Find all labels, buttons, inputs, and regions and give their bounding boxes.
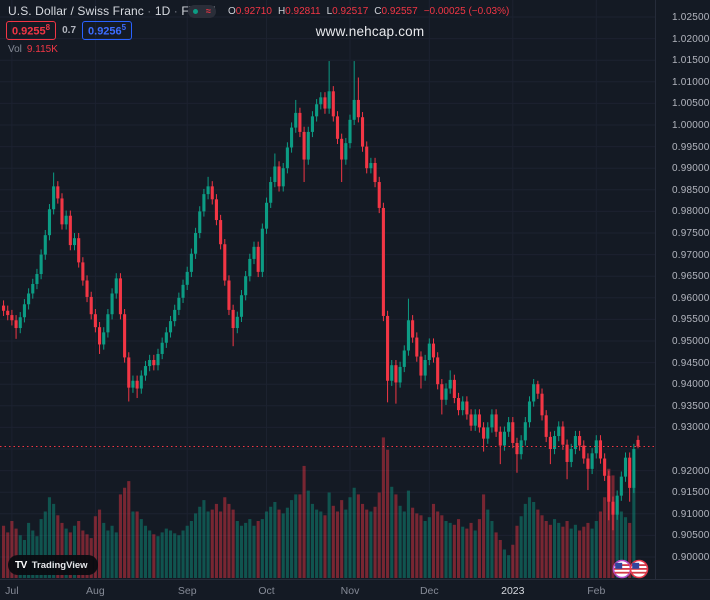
price-axis-label: 0.99000 [672, 163, 710, 175]
time-axis-label: 2023 [501, 585, 525, 597]
buy-ask-button[interactable]: 0.92565 [82, 21, 133, 40]
price-axis-label: 0.93000 [672, 422, 710, 434]
price-axis-label: 0.94500 [672, 357, 710, 369]
economic-event-flags[interactable] [611, 559, 657, 579]
price-axis-label: 1.01500 [672, 55, 710, 67]
spread-value: 0.7 [62, 24, 77, 36]
market-status-pill[interactable]: ≈ [188, 5, 216, 18]
price-axis-label: 0.97500 [672, 228, 710, 239]
price-axis-label: 1.00000 [672, 120, 710, 131]
tradingview-brand-label: TradingView [31, 559, 88, 571]
time-axis-label: Aug [86, 585, 105, 597]
change-value: −0.00025 (−0.03%) [423, 6, 510, 17]
candlestick-chart-canvas[interactable] [0, 0, 655, 578]
price-axis-label: 0.96000 [672, 292, 710, 304]
time-axis-label: Dec [419, 585, 439, 597]
candlestick-series [2, 61, 640, 531]
price-axis-label: 1.02500 [672, 12, 710, 23]
low-value: 0.92517 [332, 6, 369, 17]
time-axis-label: Feb [587, 585, 606, 597]
price-axis-label: 0.94000 [672, 379, 710, 391]
price-axis-label: 0.98500 [672, 184, 710, 196]
price-axis-label: 0.97000 [672, 249, 710, 261]
high-value: 0.92811 [285, 6, 321, 17]
volume-value: 9.115K [26, 44, 58, 55]
price-axis-label: 0.95500 [672, 314, 710, 326]
volume-readout: Vol 9.115K [8, 44, 58, 55]
price-axis-label: 0.90500 [672, 530, 710, 542]
time-axis-label: Oct [258, 585, 275, 597]
price-axis-label: 0.99500 [672, 141, 710, 153]
symbol-title[interactable]: U.S. Dollar / Swiss Franc · 1D · FXCM [8, 4, 216, 18]
delayed-data-icon: ≈ [206, 6, 211, 16]
volume-label: Vol [8, 44, 22, 55]
separator: · [147, 4, 155, 18]
time-axis-label: Nov [340, 585, 360, 597]
interval-label[interactable]: 1D [154, 4, 171, 18]
price-axis-label: 0.95000 [672, 336, 710, 347]
price-axis-label: 0.96500 [672, 271, 710, 283]
time-axis-label: Sep [177, 585, 197, 597]
market-open-dot-icon [193, 9, 198, 14]
close-value: 0.92557 [381, 6, 418, 17]
price-axis-label: 0.91500 [672, 487, 710, 499]
grid [0, 0, 655, 578]
us-flag-icon[interactable] [629, 559, 649, 579]
tradingview-mark-icon: TV [15, 559, 27, 571]
price-axis-label: 0.93500 [672, 400, 710, 412]
price-axis-label: 1.02000 [672, 33, 710, 45]
price-axis-label: 1.01000 [672, 76, 710, 88]
price-axis[interactable]: 1.02500 1.02000 1.01500 1.01000 1.00500 1.000… [655, 0, 710, 579]
ohlc-readout: O0.92710 H0.92811 L0.92517 C0.92557 −0.0… [228, 6, 510, 17]
site-watermark: www.nehcap.com [315, 24, 425, 39]
sell-bid-button[interactable]: 0.92558 [6, 21, 57, 40]
time-axis-label: Jul [5, 585, 19, 597]
price-axis-label: 0.92000 [672, 465, 710, 477]
separator: · [170, 4, 182, 18]
price-axis-label: 0.98000 [672, 206, 710, 218]
open-value: 0.92710 [235, 6, 272, 17]
us-flag-icon[interactable] [612, 559, 632, 579]
tradingview-logo[interactable]: TV TradingView [8, 555, 98, 575]
volume-series [2, 437, 640, 578]
price-axis-label: 0.91000 [672, 508, 710, 520]
price-axis-label: 1.00500 [672, 98, 710, 110]
price-axis-label: 0.90000 [672, 552, 710, 563]
bid-ask-panel: 0.92558 0.7 0.92565 [6, 21, 133, 40]
symbol-name[interactable]: U.S. Dollar / Swiss Franc [8, 4, 144, 18]
